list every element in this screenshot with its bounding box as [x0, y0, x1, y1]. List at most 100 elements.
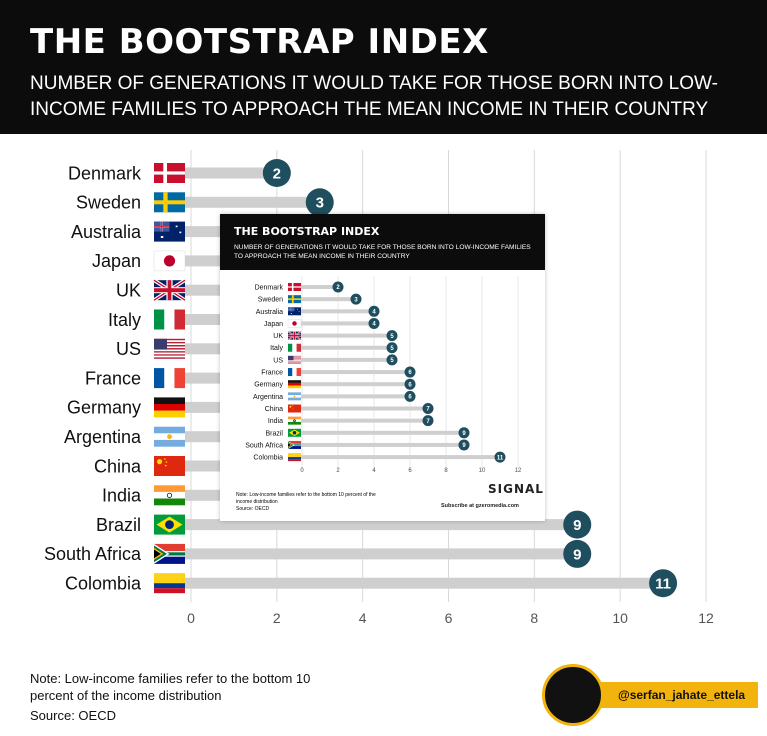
watermark-badge: @serfan_jahate_ettela [542, 664, 758, 726]
inset-value-dot [422, 415, 434, 427]
inset-value-dot [422, 403, 434, 414]
inset-bar [301, 406, 428, 411]
x-tick-label: 12 [698, 610, 714, 626]
data-label: 9 [573, 546, 581, 563]
inset-x-tick-label: 2 [336, 468, 340, 474]
inset-value-dot [386, 354, 398, 366]
x-tick-label: 10 [612, 610, 628, 626]
inset-bar [301, 370, 410, 375]
bar [185, 548, 578, 560]
inset-category-label: South Africa [245, 442, 283, 449]
category-label: China [94, 456, 142, 476]
x-tick-label: 2 [273, 610, 281, 626]
category-label: Japan [92, 251, 141, 271]
category-label: US [116, 339, 141, 359]
inset-germany-flag [288, 380, 301, 389]
inset-value-dot [368, 317, 380, 329]
bar [185, 577, 664, 589]
inset-bar [301, 394, 410, 399]
inset-denmark-flag [288, 283, 301, 291]
germany-flag [154, 397, 185, 418]
inset-india-flag [288, 416, 301, 425]
bar [185, 167, 277, 179]
value-dot [305, 188, 334, 217]
inset-bar [301, 418, 428, 423]
inset-chart: 0 2 4 6 8 10 12 Denmark 2 Sweden 3 Australia 4 Japan 4… [245, 276, 522, 474]
inset-value-dot [458, 427, 470, 439]
value-dot [262, 159, 291, 187]
category-label: Colombia [65, 574, 142, 594]
inset-data-label: 4 [372, 322, 376, 328]
chart-title: THE BOOTSTRAP INDEX [30, 22, 489, 62]
inset-bar [301, 357, 392, 362]
bar [185, 196, 320, 208]
inset-data-label: 11 [497, 455, 504, 461]
inset-sweden-flag [288, 295, 301, 304]
inset-bar [301, 442, 464, 447]
inset-x-tick-label: 4 [372, 468, 376, 474]
inset-category-label: Brazil [265, 430, 283, 437]
category-label: India [102, 486, 142, 506]
category-label: Brazil [96, 515, 141, 535]
category-label: Argentina [64, 427, 142, 447]
inset-brand-logo: SIGNAL [488, 482, 544, 496]
inset-value-dot [404, 366, 416, 378]
badge-handle: @serfan_jahate_ettela [618, 688, 746, 702]
sweden-flag [154, 192, 185, 213]
inset-header: THE BOOTSTRAP INDEX NUMBER OF GENERATION… [220, 214, 545, 270]
denmark-flag [154, 163, 185, 183]
inset-us-flag [288, 355, 301, 364]
category-label: Australia [71, 222, 142, 242]
china-flag [154, 456, 185, 476]
category-label: France [85, 368, 141, 388]
category-label: Italy [108, 310, 141, 330]
chart-subtitle: NUMBER OF GENERATIONS IT WOULD TAKE FOR … [30, 73, 718, 120]
inset-data-label: 9 [462, 443, 466, 449]
bar [185, 519, 578, 531]
inset-bar [301, 345, 392, 350]
inset-category-label: Denmark [255, 284, 284, 291]
inset-x-tick-label: 6 [408, 468, 412, 474]
x-tick-label: 4 [359, 610, 367, 626]
source-text: Source: OECD [30, 708, 116, 723]
india-flag [154, 485, 185, 506]
inset-bar [301, 333, 392, 338]
value-dot [563, 539, 592, 568]
inset-thumbnail: THE BOOTSTRAP INDEX NUMBER OF GENERATION… [220, 214, 545, 521]
inset-title: THE BOOTSTRAP INDEX [234, 225, 380, 238]
inset-category-label: Argentina [253, 394, 283, 401]
inset-subtitle: NUMBER OF GENERATIONS IT WOULD TAKE FOR … [234, 244, 531, 260]
inset-bar [301, 382, 410, 387]
inset-bar [301, 285, 338, 289]
inset-china-flag [288, 404, 301, 413]
inset-argentina-flag [288, 392, 301, 401]
inset-category-label: France [261, 370, 283, 377]
inset-value-dot [350, 293, 362, 305]
inset-category-label: UK [273, 333, 283, 340]
value-dot [563, 510, 592, 539]
inset-value-dot [458, 439, 470, 451]
inset-value-dot [386, 342, 398, 354]
inset-x-tick-label: 8 [444, 468, 448, 474]
badge-logo-icon [542, 664, 604, 726]
inset-australia-flag [288, 307, 301, 316]
inset-value-dot [494, 451, 506, 463]
uk-flag [153, 278, 186, 302]
inset-category-label: China [265, 406, 283, 413]
inset-category-label: Italy [270, 345, 283, 352]
inset-south-africa-flag [288, 440, 301, 449]
inset-data-label: 6 [408, 382, 412, 388]
inset-category-label: Japan [264, 321, 283, 328]
inset-data-label: 7 [426, 419, 430, 425]
inset-x-tick-label: 10 [479, 468, 486, 474]
us-flag [154, 338, 185, 359]
south-africa-flag [154, 543, 185, 564]
inset-data-label: 7 [426, 407, 430, 413]
x-tick-label: 6 [445, 610, 453, 626]
inset-category-label: US [273, 357, 283, 364]
data-label: 2 [273, 165, 281, 182]
inset-subscribe-text: Subscribe at gzeromedia.com [441, 503, 519, 509]
header: THE BOOTSTRAP INDEX NUMBER OF GENERATION… [0, 0, 767, 134]
france-flag [154, 368, 185, 389]
category-label: Denmark [68, 163, 142, 183]
